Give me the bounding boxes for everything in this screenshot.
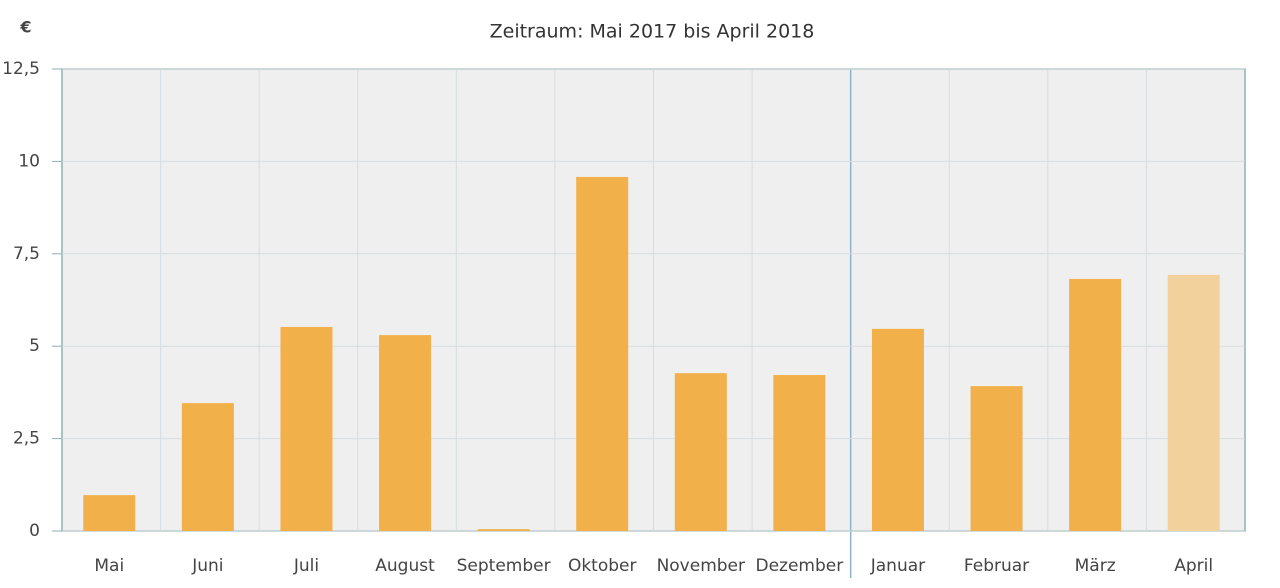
y-tick-label: 5 <box>29 336 40 356</box>
y-tick-label: 12,5 <box>2 59 40 79</box>
bar <box>379 335 432 531</box>
y-axis-label: € <box>19 18 31 37</box>
bar <box>1167 274 1220 531</box>
bar <box>674 373 727 531</box>
bar <box>576 176 629 531</box>
bar <box>871 328 924 531</box>
bar <box>477 529 530 531</box>
bar <box>280 326 333 531</box>
bar <box>1069 278 1122 531</box>
x-tick-label: September <box>457 556 551 576</box>
y-tick-label: 10 <box>18 151 40 171</box>
x-tick-label: März <box>1075 556 1116 576</box>
y-tick-label: 0 <box>29 521 40 541</box>
y-tick-label: 2,5 <box>13 429 40 449</box>
x-tick-label: Juni <box>191 556 223 576</box>
bar <box>181 403 234 531</box>
bar <box>83 495 136 531</box>
bar <box>773 375 826 531</box>
x-tick-label: November <box>657 556 745 576</box>
x-tick-label: August <box>375 556 435 576</box>
x-tick-label: Dezember <box>756 556 844 576</box>
chart-title: Zeitraum: Mai 2017 bis April 2018 <box>490 21 815 43</box>
x-tick-label: Februar <box>964 556 1029 576</box>
bar <box>970 386 1023 531</box>
x-tick-label: Juli <box>293 556 319 576</box>
y-tick-label: 7,5 <box>13 244 40 264</box>
x-tick-label: Januar <box>870 556 925 576</box>
x-tick-label: Mai <box>94 556 124 576</box>
x-tick-label: Oktober <box>568 556 637 576</box>
x-tick-label: April <box>1174 556 1213 576</box>
